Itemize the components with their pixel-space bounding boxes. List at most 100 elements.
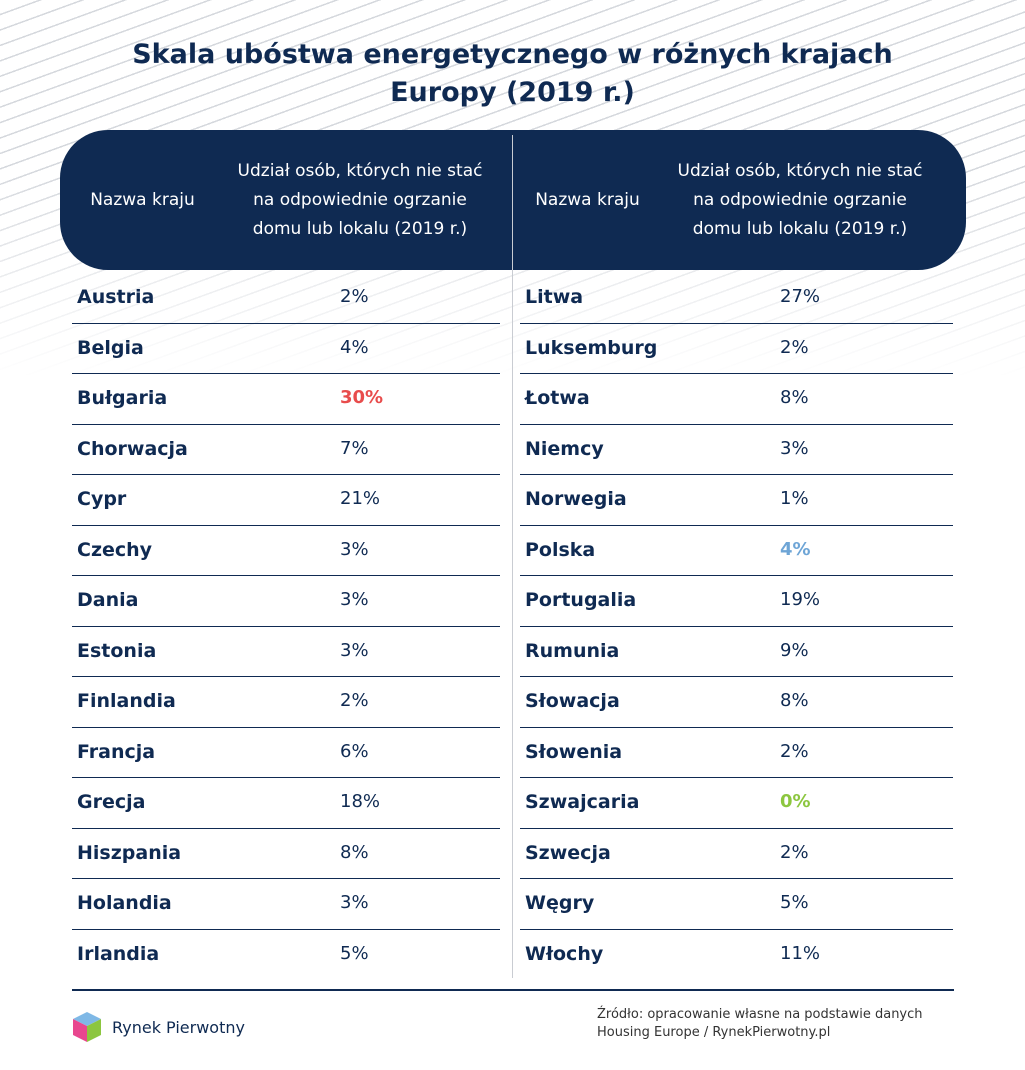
table-left: Austria 2% Belgia 4% Bułgaria 30% Chorwacja 7% C… xyxy=(72,273,500,980)
country-name: Węgry xyxy=(525,892,595,914)
table-row: Bułgaria 30% xyxy=(72,374,500,425)
country-name: Słowenia xyxy=(525,740,623,763)
share-value: 3% xyxy=(340,892,369,913)
table-row: Szwajcaria 0% xyxy=(520,778,953,829)
share-value: 4% xyxy=(340,336,369,358)
share-value: 7% xyxy=(340,437,369,459)
share-value: 0% xyxy=(780,791,811,812)
share-value: 2% xyxy=(340,690,369,711)
table-row: Łotwa 8% xyxy=(520,374,953,425)
share-value: 8% xyxy=(340,841,369,863)
country-name: Austria xyxy=(77,286,155,308)
logo-cube-icon xyxy=(73,1012,101,1042)
title-line-2: Europy (2019 r.) xyxy=(390,77,635,108)
table-row: Litwa 27% xyxy=(520,273,953,324)
table-right: Litwa 27% Luksemburg 2% Łotwa 8% Niemcy 3% Norwe… xyxy=(520,273,953,980)
country-name: Portugalia xyxy=(525,589,637,611)
table-row: Hiszpania 8% xyxy=(72,829,500,879)
header-country-left: Nazwa kraju xyxy=(90,189,195,210)
country-name: Estonia xyxy=(77,639,157,662)
share-value: 3% xyxy=(340,639,369,661)
header-share-left: Udział osób, których nie stać na odpowie… xyxy=(237,160,483,239)
country-name: Grecja xyxy=(77,791,146,813)
table-row: Norwegia 1% xyxy=(520,475,953,526)
share-value: 2% xyxy=(340,286,369,307)
table-row: Czechy 3% xyxy=(72,526,500,576)
share-value: 18% xyxy=(340,791,381,812)
chart-title: Skala ubóstwa energetycznego w różnych k… xyxy=(0,36,1025,112)
country-name: Niemcy xyxy=(525,437,604,460)
share-value: 6% xyxy=(340,740,369,762)
country-name: Cypr xyxy=(77,488,127,510)
share-value: 5% xyxy=(340,942,369,964)
table-row: Luksemburg 2% xyxy=(520,324,953,374)
country-name: Irlandia xyxy=(77,942,160,965)
country-name: Francja xyxy=(77,740,156,763)
table-row: Finlandia 2% xyxy=(72,677,500,728)
share-value: 30% xyxy=(340,387,384,408)
table-row: Dania 3% xyxy=(72,576,500,627)
share-value: 2% xyxy=(780,336,809,358)
table-row: Portugalia 19% xyxy=(520,576,953,627)
share-value: 5% xyxy=(780,892,809,913)
bottom-rule xyxy=(72,989,954,991)
table-row: Estonia 3% xyxy=(72,627,500,677)
share-value: 19% xyxy=(780,589,821,610)
source-note: Źródło: opracowanie własne na podstawie … xyxy=(597,1006,923,1042)
table-row: Słowenia 2% xyxy=(520,728,953,778)
country-name: Litwa xyxy=(525,286,584,308)
country-name: Chorwacja xyxy=(77,437,188,460)
share-value: 3% xyxy=(340,589,369,610)
share-value: 3% xyxy=(340,538,369,560)
table-row: Grecja 18% xyxy=(72,778,500,829)
header-country-right: Nazwa kraju xyxy=(535,189,640,210)
share-value: 3% xyxy=(780,437,809,459)
source-line-1: Źródło: opracowanie własne na podstawie … xyxy=(597,1007,923,1022)
country-name: Łotwa xyxy=(525,387,590,409)
country-name: Dania xyxy=(77,589,139,611)
share-value: 27% xyxy=(780,286,821,307)
table-row: Szwecja 2% xyxy=(520,829,953,879)
country-name: Hiszpania xyxy=(77,841,182,864)
country-name: Bułgaria xyxy=(77,387,168,409)
table-row: Polska 4% xyxy=(520,526,953,576)
table-row: Cypr 21% xyxy=(72,475,500,526)
share-value: 8% xyxy=(780,387,809,408)
logo: Rynek Pierwotny xyxy=(70,1010,245,1044)
share-value: 2% xyxy=(780,841,809,863)
share-value: 8% xyxy=(780,690,809,711)
table-row: Holandia 3% xyxy=(72,879,500,930)
share-value: 11% xyxy=(780,942,821,964)
share-value: 1% xyxy=(780,488,809,509)
share-value: 9% xyxy=(780,639,809,661)
country-name: Szwajcaria xyxy=(525,791,640,813)
share-value: 21% xyxy=(340,488,381,509)
country-name: Włochy xyxy=(525,942,604,965)
country-name: Rumunia xyxy=(525,639,620,662)
country-name: Luksemburg xyxy=(525,336,658,359)
table-row: Belgia 4% xyxy=(72,324,500,374)
country-name: Finlandia xyxy=(77,690,176,712)
column-divider xyxy=(512,135,513,978)
table-row: Włochy 11% xyxy=(520,930,953,981)
country-name: Norwegia xyxy=(525,488,627,510)
share-value: 4% xyxy=(780,538,811,560)
source-line-2: Housing Europe / RynekPierwotny.pl xyxy=(597,1025,831,1040)
header-share-right: Udział osób, których nie stać na odpowie… xyxy=(677,160,923,239)
table-row: Austria 2% xyxy=(72,273,500,324)
logo-text: Rynek Pierwotny xyxy=(112,1017,245,1037)
table-row: Rumunia 9% xyxy=(520,627,953,677)
table-row: Irlandia 5% xyxy=(72,930,500,981)
country-name: Czechy xyxy=(77,538,153,561)
table-row: Węgry 5% xyxy=(520,879,953,930)
title-line-1: Skala ubóstwa energetycznego w różnych k… xyxy=(132,39,893,70)
country-name: Belgia xyxy=(77,336,144,359)
share-value: 2% xyxy=(780,740,809,762)
country-name: Słowacja xyxy=(525,690,620,712)
table-header: Nazwa kraju Udział osób, których nie sta… xyxy=(60,130,966,270)
table-row: Słowacja 8% xyxy=(520,677,953,728)
country-name: Polska xyxy=(525,538,596,561)
table-row: Chorwacja 7% xyxy=(72,425,500,475)
country-name: Szwecja xyxy=(525,841,611,864)
country-name: Holandia xyxy=(77,892,172,914)
